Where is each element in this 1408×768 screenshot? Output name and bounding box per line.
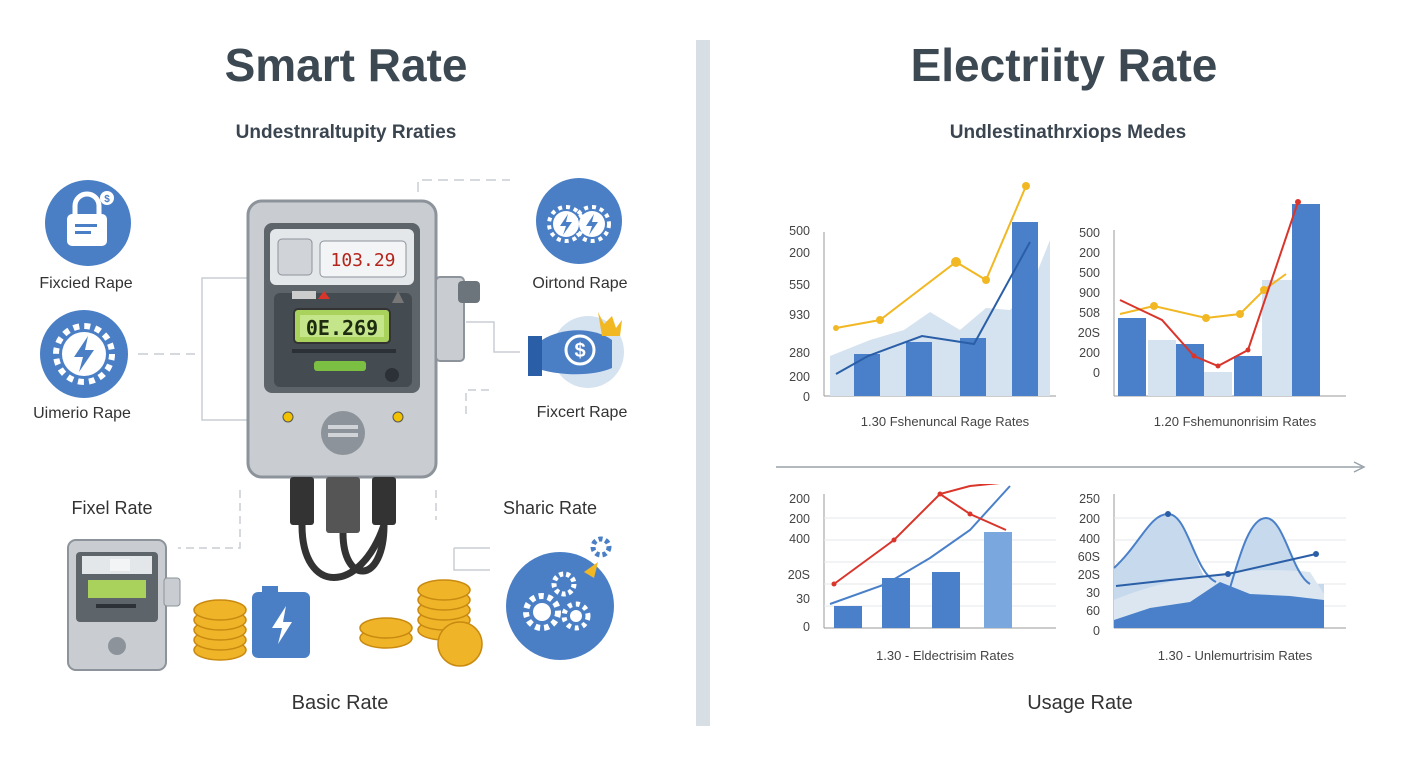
timeline-arrow (776, 461, 1366, 473)
connector-lines (138, 179, 520, 571)
y-label: 200 (789, 512, 810, 526)
y-label: 0 (1093, 366, 1100, 380)
right-subtitle: Undlestinathrxiops Medes (949, 122, 1187, 143)
label-fixel: Fixel Rate (71, 498, 153, 518)
y-label: 20S (1077, 568, 1100, 582)
chart-1-plot (823, 182, 1056, 397)
coins-battery-icon (193, 579, 483, 667)
y-label: 200 (789, 246, 810, 260)
y-label: 30 (796, 592, 810, 606)
y-label: 30 (1086, 586, 1100, 600)
y-label: 500 (1079, 226, 1100, 240)
smart-meter (246, 199, 480, 581)
label-fixcied: Fixcied Rape (39, 275, 133, 292)
y-label: 200 (1079, 246, 1100, 260)
svg-text:$: $ (104, 194, 110, 205)
lightning-gear-icon (40, 310, 128, 398)
label-sharic: Sharic Rate (502, 498, 598, 518)
chart-2: 500 200 500 900 508 20S 200 0 1.20 Fshem… (1060, 180, 1350, 440)
label-oirtond: Oirtond Rape (532, 275, 628, 292)
label-fixcert: Fixcert Rape (536, 404, 628, 421)
y-label: 200 (1079, 512, 1100, 526)
chart-1-caption: 1.30 Fshenuncal Rage Rates (860, 414, 1030, 429)
y-label: 900 (1079, 286, 1100, 300)
chart-3-caption: 1.30 - Eldectrisim Rates (876, 648, 1014, 663)
label-basic: Basic Rate (291, 692, 389, 714)
y-label: 0 (1093, 624, 1100, 638)
y-label: 500 (789, 224, 810, 238)
small-meter-icon (67, 539, 181, 671)
y-label: 200 (1079, 346, 1100, 360)
svg-text:$: $ (574, 340, 585, 362)
y-label: 250 (1079, 492, 1100, 506)
y-label: 930 (789, 308, 810, 322)
chart-3: 200 200 400 20S 30 0 1.30 - Eldectrisim … (770, 484, 1060, 684)
y-label: 0 (803, 620, 810, 634)
hand-dollar-icon: $ (528, 312, 624, 388)
y-label: 20S (1077, 326, 1100, 340)
lock-icon: $ (45, 180, 131, 266)
left-subtitle: Undestnraltupity Rraties (235, 122, 457, 143)
chart-2-plot (1113, 199, 1346, 397)
gears-lightning-icon (536, 178, 622, 264)
chart-1: 500 200 550 930 280 200 0 1.30 Fshenunca… (770, 180, 1060, 440)
label-uimerio: Uimerio Rape (33, 405, 131, 422)
label-usage: Usage Rate (1027, 692, 1133, 714)
y-label: 60 (1086, 604, 1100, 618)
y-label: 550 (789, 278, 810, 292)
y-label: 200 (789, 492, 810, 506)
chart-2-caption: 1.20 Fshemunonrisim Rates (1153, 414, 1317, 429)
y-label: 500 (1079, 266, 1100, 280)
chart-4: 250 200 400 60S 20S 30 60 0 1.30 - Unlem… (1060, 484, 1350, 684)
y-label: 20S (787, 568, 810, 582)
y-label: 508 (1079, 306, 1100, 320)
left-title: Smart Rate (224, 39, 468, 91)
center-divider (696, 40, 710, 726)
y-label: 400 (1079, 532, 1100, 546)
right-title: Electriity Rate (910, 39, 1218, 91)
gears-icon (506, 552, 614, 660)
small-gear-icon (590, 536, 612, 558)
chart-4-caption: 1.30 - Unlemurtrisim Rates (1157, 648, 1313, 663)
meter-top-display: 103.29 (330, 250, 396, 271)
y-label: 200 (789, 370, 810, 384)
y-label: 0 (803, 390, 810, 404)
y-label: 280 (789, 346, 810, 360)
chart-3-plot (823, 484, 1056, 629)
y-label: 60S (1077, 550, 1100, 564)
meter-mid-display: 0E.269 (305, 316, 379, 340)
y-label: 400 (789, 532, 810, 546)
chart-4-plot (1113, 494, 1346, 629)
